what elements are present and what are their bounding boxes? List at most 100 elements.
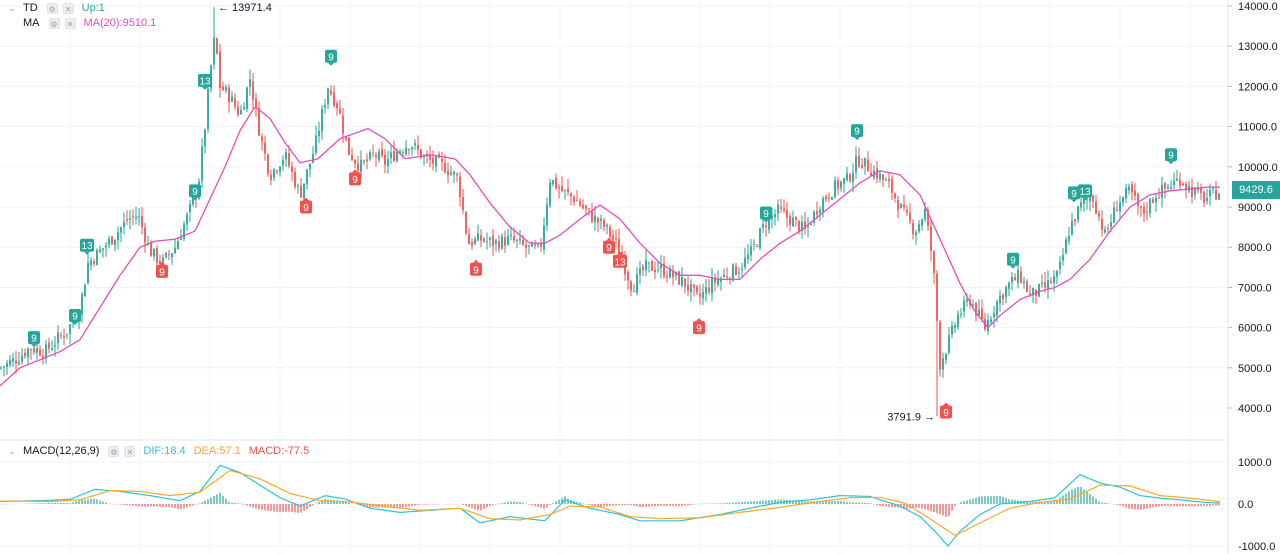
settings-icon[interactable]: ⚙ [48, 17, 60, 29]
candle-body [1104, 229, 1106, 233]
macd-histogram [0, 487, 1220, 517]
candle-body [1041, 282, 1043, 285]
candle-body [483, 238, 485, 242]
candle-body [825, 196, 827, 200]
candle-body [963, 300, 965, 312]
candle-body [627, 272, 629, 281]
macd-tick-label: 0.0 [1238, 499, 1253, 511]
candle-body [948, 335, 950, 353]
candle-body [678, 271, 680, 285]
candle-body [387, 159, 389, 166]
candle-body [420, 149, 422, 159]
candle-body [1197, 188, 1199, 191]
td-marker: 9 [156, 261, 168, 278]
candle-body [351, 154, 353, 160]
td-marker-box [851, 124, 863, 138]
candle-body [1098, 213, 1100, 217]
td-marker: 9 [760, 206, 772, 223]
td-marker-pointer [202, 86, 208, 90]
candle-body [1059, 261, 1061, 270]
candle-body [174, 247, 176, 254]
candle-body [972, 304, 974, 306]
candle-body [360, 159, 362, 172]
td-marker-label: 9 [1168, 151, 1174, 162]
candle-body [609, 227, 611, 237]
candle-body [1008, 282, 1010, 290]
candle-body [894, 193, 896, 199]
candle-body [414, 143, 416, 146]
candle-body [1020, 271, 1022, 283]
candle-body [945, 353, 947, 360]
candle-body [921, 219, 923, 226]
candle-body [1176, 178, 1178, 181]
candle-body [57, 332, 59, 344]
candle-body [1161, 184, 1163, 198]
close-icon[interactable]: ✕ [124, 445, 136, 457]
candle-body [1191, 186, 1193, 197]
candle-body [582, 204, 584, 208]
candle-body [933, 251, 935, 274]
collapse-chevron-icon[interactable]: ⌄ [8, 445, 16, 456]
candle-body [657, 269, 659, 271]
candle-body [24, 352, 26, 357]
settings-icon[interactable]: ⚙ [108, 445, 120, 457]
candle-body [732, 264, 734, 281]
close-icon[interactable]: ✕ [62, 2, 74, 14]
candle-body [966, 299, 968, 302]
price-tick-label: 10000.0 [1238, 162, 1278, 174]
candle-body [318, 130, 320, 137]
candle-body [105, 245, 107, 248]
candle-body [1080, 202, 1082, 208]
candle-body [429, 155, 431, 160]
settings-icon[interactable]: ⚙ [46, 2, 58, 14]
price-tick-label: 12000.0 [1238, 81, 1278, 93]
candle-body [336, 103, 338, 109]
annotations: ← 13971.4 3791.9 → [218, 2, 935, 423]
candle-body [831, 197, 833, 200]
td-marker: 9 [1007, 252, 1019, 269]
candle-body [1182, 183, 1184, 186]
td-marker-pointer [617, 251, 623, 255]
td-marker-pointer [854, 137, 860, 141]
td-marker: 13 [198, 73, 212, 90]
candle-body [1149, 198, 1151, 214]
candle-body [306, 169, 308, 185]
candle-body [855, 155, 857, 172]
td-marker: 9 [300, 197, 312, 214]
macd-legend: ⌄ MACD(12,26,9) ⚙ ✕ DIF:18.4 DEA:57.1 MA… [8, 443, 309, 459]
candle-body [36, 348, 38, 353]
price-tick-label: 14000.0 [1238, 1, 1278, 13]
candle-body [378, 151, 380, 160]
candle-body [579, 200, 581, 206]
td-legend: ⌄ TD ⚙ ✕ Up:1 [8, 0, 105, 16]
collapse-chevron-icon[interactable]: ⌄ [8, 2, 16, 13]
candle-body [1140, 206, 1142, 209]
candle-body [840, 181, 842, 188]
grid [0, 0, 1228, 554]
td-marker-pointer [1082, 197, 1088, 201]
td-marker: 9 [189, 184, 201, 201]
candle-body [375, 155, 377, 158]
candle-body [1212, 188, 1214, 190]
close-icon[interactable]: ✕ [64, 17, 76, 29]
candle-body [801, 221, 803, 231]
td-marker: 9 [349, 169, 361, 186]
candle-body [159, 260, 161, 265]
candle-body [1071, 220, 1073, 235]
candle-body [585, 205, 587, 209]
candle-body [0, 367, 2, 369]
candle-body [465, 212, 467, 234]
candle-body [1050, 281, 1052, 284]
ma-value: MA(20):9510.1 [83, 17, 157, 29]
candle-body [96, 250, 98, 266]
candle-body [867, 159, 869, 172]
candle-body [393, 151, 395, 161]
candle-body [630, 281, 632, 291]
price-axis[interactable]: 14000.0 13000.0 12000.0 11000.0 10000.0 9000.… [1228, 1, 1278, 415]
macd-axis[interactable]: 1000.0 0.0 -1000.0 [1238, 457, 1275, 553]
candle-body [405, 147, 407, 155]
candle-body [144, 227, 146, 243]
candle-body [543, 225, 545, 250]
